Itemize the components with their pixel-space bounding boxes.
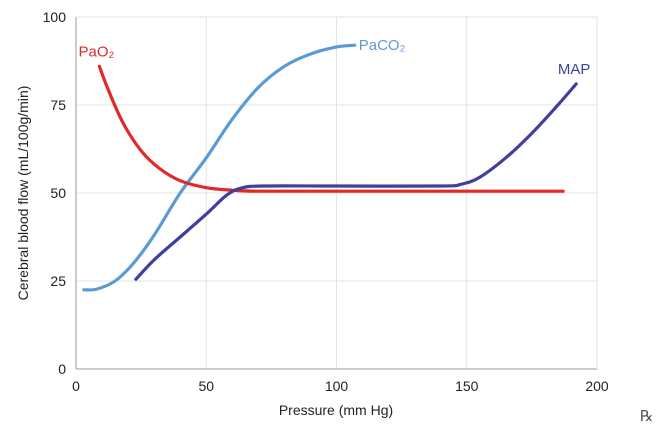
x-tick-label: 50 xyxy=(198,378,214,394)
y-tick-label: 25 xyxy=(50,273,66,289)
x-axis-title: Pressure (mm Hg) xyxy=(279,402,393,418)
x-tick-label: 0 xyxy=(72,378,80,394)
x-tick-label: 100 xyxy=(325,378,349,394)
x-tick-label: 150 xyxy=(455,378,479,394)
series-label-0: PaCO₂ xyxy=(359,37,406,54)
rx-logo-mark: ℞ xyxy=(640,407,653,425)
x-tick-label: 200 xyxy=(585,378,609,394)
y-tick-label: 0 xyxy=(58,361,66,377)
y-axis-title: Cerebral blood flow (mL/100g/min) xyxy=(15,86,31,301)
series-line-1 xyxy=(97,64,565,193)
series-line-2 xyxy=(134,82,578,281)
series-label-2: MAP xyxy=(558,61,591,78)
series-line-0 xyxy=(82,43,357,292)
series-labels: PaCO₂ PaO₂ MAP xyxy=(79,37,591,78)
y-tick-label: 100 xyxy=(43,9,67,25)
series-lines xyxy=(82,43,578,292)
series-label-1: PaO₂ xyxy=(79,43,115,60)
plot-area: 0 50 100 150 200 0 25 50 75 100 PaCO₂ PaO₂ MAP xyxy=(43,9,609,394)
y-tick-label: 75 xyxy=(50,97,66,113)
y-tick-label: 50 xyxy=(50,185,66,201)
tick-labels: 0 50 100 150 200 0 25 50 75 100 xyxy=(43,9,609,394)
axes xyxy=(75,16,598,370)
